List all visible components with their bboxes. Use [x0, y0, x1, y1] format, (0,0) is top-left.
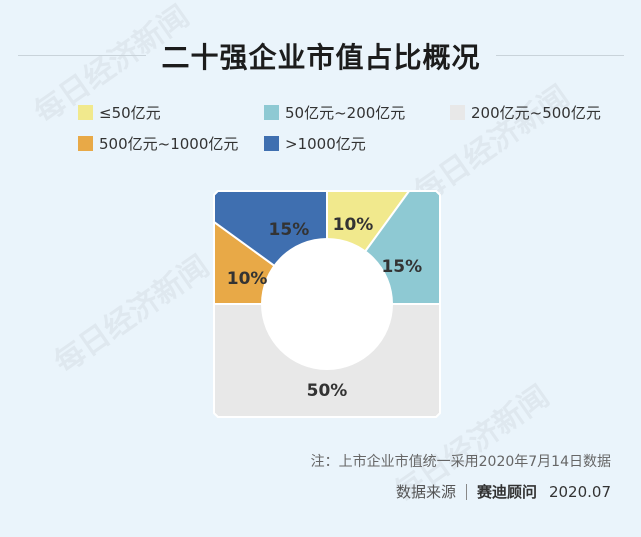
title-divider-right	[496, 55, 624, 56]
footnote: 注：上市企业市值统一采用2020年7月14日数据	[310, 454, 611, 470]
legend-label-4: >1000亿元	[285, 134, 366, 153]
legend-swatch-3	[78, 135, 93, 151]
slice-label-2: 50%	[307, 381, 348, 401]
legend-label-2: 200亿元~500亿元	[471, 103, 601, 122]
legend: ≤50亿元 50亿元~200亿元 200亿元~500亿元 500亿元~1000亿…	[0, 0, 641, 180]
chart-title: 二十强企业市值占比概况	[161, 41, 481, 74]
legend-swatch-0	[78, 104, 93, 120]
donut-hole	[261, 238, 393, 370]
legend-label-0: ≤50亿元	[99, 103, 161, 122]
legend-item-2: 200亿元~500亿元	[450, 101, 601, 123]
source-org: 赛迪顾问	[476, 483, 537, 501]
legend-item-0: ≤50亿元	[78, 101, 161, 123]
legend-item-4: >1000亿元	[264, 132, 366, 154]
legend-label-3: 500亿元~1000亿元	[99, 134, 239, 153]
source-separator	[465, 483, 467, 500]
legend-item-1: 50亿元~200亿元	[264, 101, 405, 123]
legend-swatch-4	[264, 135, 279, 151]
legend-label-1: 50亿元~200亿元	[285, 103, 406, 122]
title-divider-left	[18, 55, 146, 56]
slice-label-3: 10%	[227, 269, 268, 289]
title-row: 二十强企业市值占比概况	[0, 30, 641, 80]
slice-label-4: 15%	[269, 220, 310, 240]
legend-swatch-2	[450, 104, 465, 120]
source-label: 数据来源	[395, 483, 456, 501]
legend-item-3: 500亿元~1000亿元	[78, 132, 238, 154]
legend-swatch-1	[264, 104, 279, 120]
source-line: 数据来源 赛迪顾问 2020.07	[396, 481, 611, 502]
slice-label-0: 10%	[333, 215, 374, 235]
slice-label-1: 15%	[381, 257, 422, 277]
source-date: 2020.07	[548, 482, 611, 501]
